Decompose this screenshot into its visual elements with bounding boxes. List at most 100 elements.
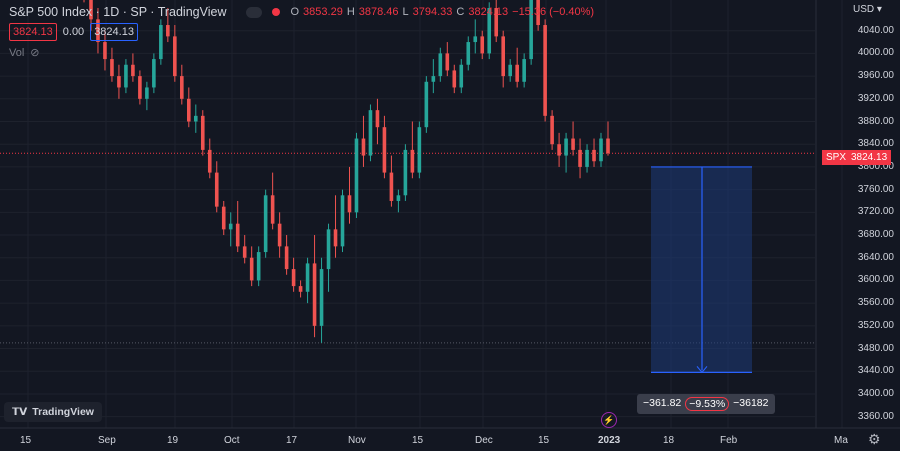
- price-tick: 3880.00: [857, 115, 894, 127]
- candle: [431, 59, 436, 94]
- candle: [159, 19, 163, 65]
- candle: [480, 30, 485, 60]
- candle: [235, 200, 240, 253]
- time-tick: 2023: [598, 435, 621, 446]
- time-tick: 19: [167, 435, 179, 446]
- currency-selector[interactable]: USD ▾: [853, 4, 882, 15]
- candle: [585, 144, 589, 173]
- candle: [599, 132, 603, 167]
- time-tick: Dec: [475, 435, 493, 446]
- measure-percent: −9.53%: [685, 397, 730, 411]
- price-tick: 3720.00: [857, 206, 894, 218]
- candle: [117, 64, 121, 99]
- price-tick: 3360.00: [857, 410, 894, 422]
- toggle-icon[interactable]: [246, 6, 263, 18]
- candle: [592, 138, 596, 167]
- candle: [494, 0, 499, 43]
- candle: [103, 30, 107, 71]
- candle: [473, 19, 478, 54]
- candle: [242, 235, 247, 264]
- candle: [214, 161, 219, 213]
- candle: [452, 64, 457, 94]
- time-tick: 18: [663, 435, 675, 446]
- time-tick: Nov: [348, 435, 366, 446]
- candle: [173, 25, 177, 82]
- time-tick: 17: [286, 435, 298, 446]
- price-tick: 3640.00: [857, 251, 894, 263]
- time-tick: Oct: [224, 435, 240, 446]
- candle: [333, 195, 338, 258]
- candle: [256, 246, 261, 287]
- price-tick: 3520.00: [857, 319, 894, 331]
- candle: [193, 104, 198, 133]
- bid-price[interactable]: 3824.13: [9, 23, 57, 41]
- eye-off-icon[interactable]: ⊘: [30, 47, 40, 59]
- candle: [445, 42, 450, 77]
- symbol-title[interactable]: S&P 500 Index · 1D · SP · TradingView: [9, 5, 227, 19]
- price-tick: 3840.00: [857, 138, 894, 150]
- candle: [550, 110, 554, 150]
- candle: [180, 64, 184, 105]
- time-tick: 15: [538, 435, 550, 446]
- candle: [396, 189, 401, 213]
- volume-label: Vol: [9, 46, 25, 59]
- candle: [326, 223, 331, 292]
- ohlc-values: O 3853.29 H 3878.46 L 3794.33 C 3824.13 −15.…: [290, 6, 595, 18]
- candle: [305, 257, 310, 304]
- candle: [389, 155, 394, 207]
- price-tick: 3440.00: [857, 365, 894, 377]
- spread: 0.00: [62, 26, 85, 38]
- candle: [564, 132, 568, 173]
- price-tick: 4040.00: [857, 24, 894, 36]
- candle: [166, 8, 170, 43]
- time-tick: 15: [20, 435, 32, 446]
- candle: [124, 59, 128, 94]
- price-tick: 3760.00: [857, 183, 894, 195]
- time-tick: Feb: [720, 435, 738, 446]
- candle: [221, 200, 226, 236]
- price-tick: 3920.00: [857, 92, 894, 104]
- time-tick: Ma: [834, 435, 848, 446]
- price-tick: 3800.00: [857, 160, 894, 172]
- candle: [501, 30, 505, 88]
- candle: [277, 212, 282, 258]
- ask-price[interactable]: 3824.13: [90, 23, 138, 41]
- candle: [263, 189, 268, 258]
- candle: [83, 0, 85, 3]
- volume-legend: Vol ⊘: [9, 46, 40, 60]
- tv-logo-icon: 𝗧𝗩: [12, 406, 28, 418]
- candle: [536, 0, 540, 31]
- candle: [340, 189, 345, 253]
- time-tick: Sep: [98, 435, 116, 446]
- candle: [578, 138, 582, 179]
- gear-icon[interactable]: ⚙: [868, 431, 881, 447]
- candle: [529, 0, 533, 65]
- candle: [249, 246, 254, 287]
- candle: [228, 212, 233, 247]
- candle: [145, 81, 149, 111]
- price-tick: 3600.00: [857, 274, 894, 286]
- candle: [508, 59, 512, 82]
- bid-ask-row: 3824.13 0.00 3824.13: [9, 23, 138, 41]
- candle: [312, 235, 317, 338]
- candle: [410, 121, 415, 179]
- price-tick: 3480.00: [857, 342, 894, 354]
- candle: [131, 53, 135, 82]
- tradingview-logo[interactable]: 𝗧𝗩 TradingView: [4, 402, 102, 422]
- candle: [138, 70, 142, 105]
- candle: [96, 8, 100, 54]
- candle: [487, 2, 492, 60]
- lightning-icon[interactable]: ⚡: [601, 412, 617, 428]
- candle: [187, 87, 191, 128]
- candle: [606, 121, 610, 156]
- candle: [319, 257, 324, 343]
- candle: [438, 47, 443, 82]
- candle: [284, 235, 289, 275]
- price-tick: 3680.00: [857, 229, 894, 241]
- candle: [515, 47, 519, 88]
- candle: [424, 76, 429, 133]
- measure-label: −361.82 −9.53% −36182: [637, 394, 775, 414]
- candle: [152, 53, 156, 94]
- candle: [403, 144, 408, 201]
